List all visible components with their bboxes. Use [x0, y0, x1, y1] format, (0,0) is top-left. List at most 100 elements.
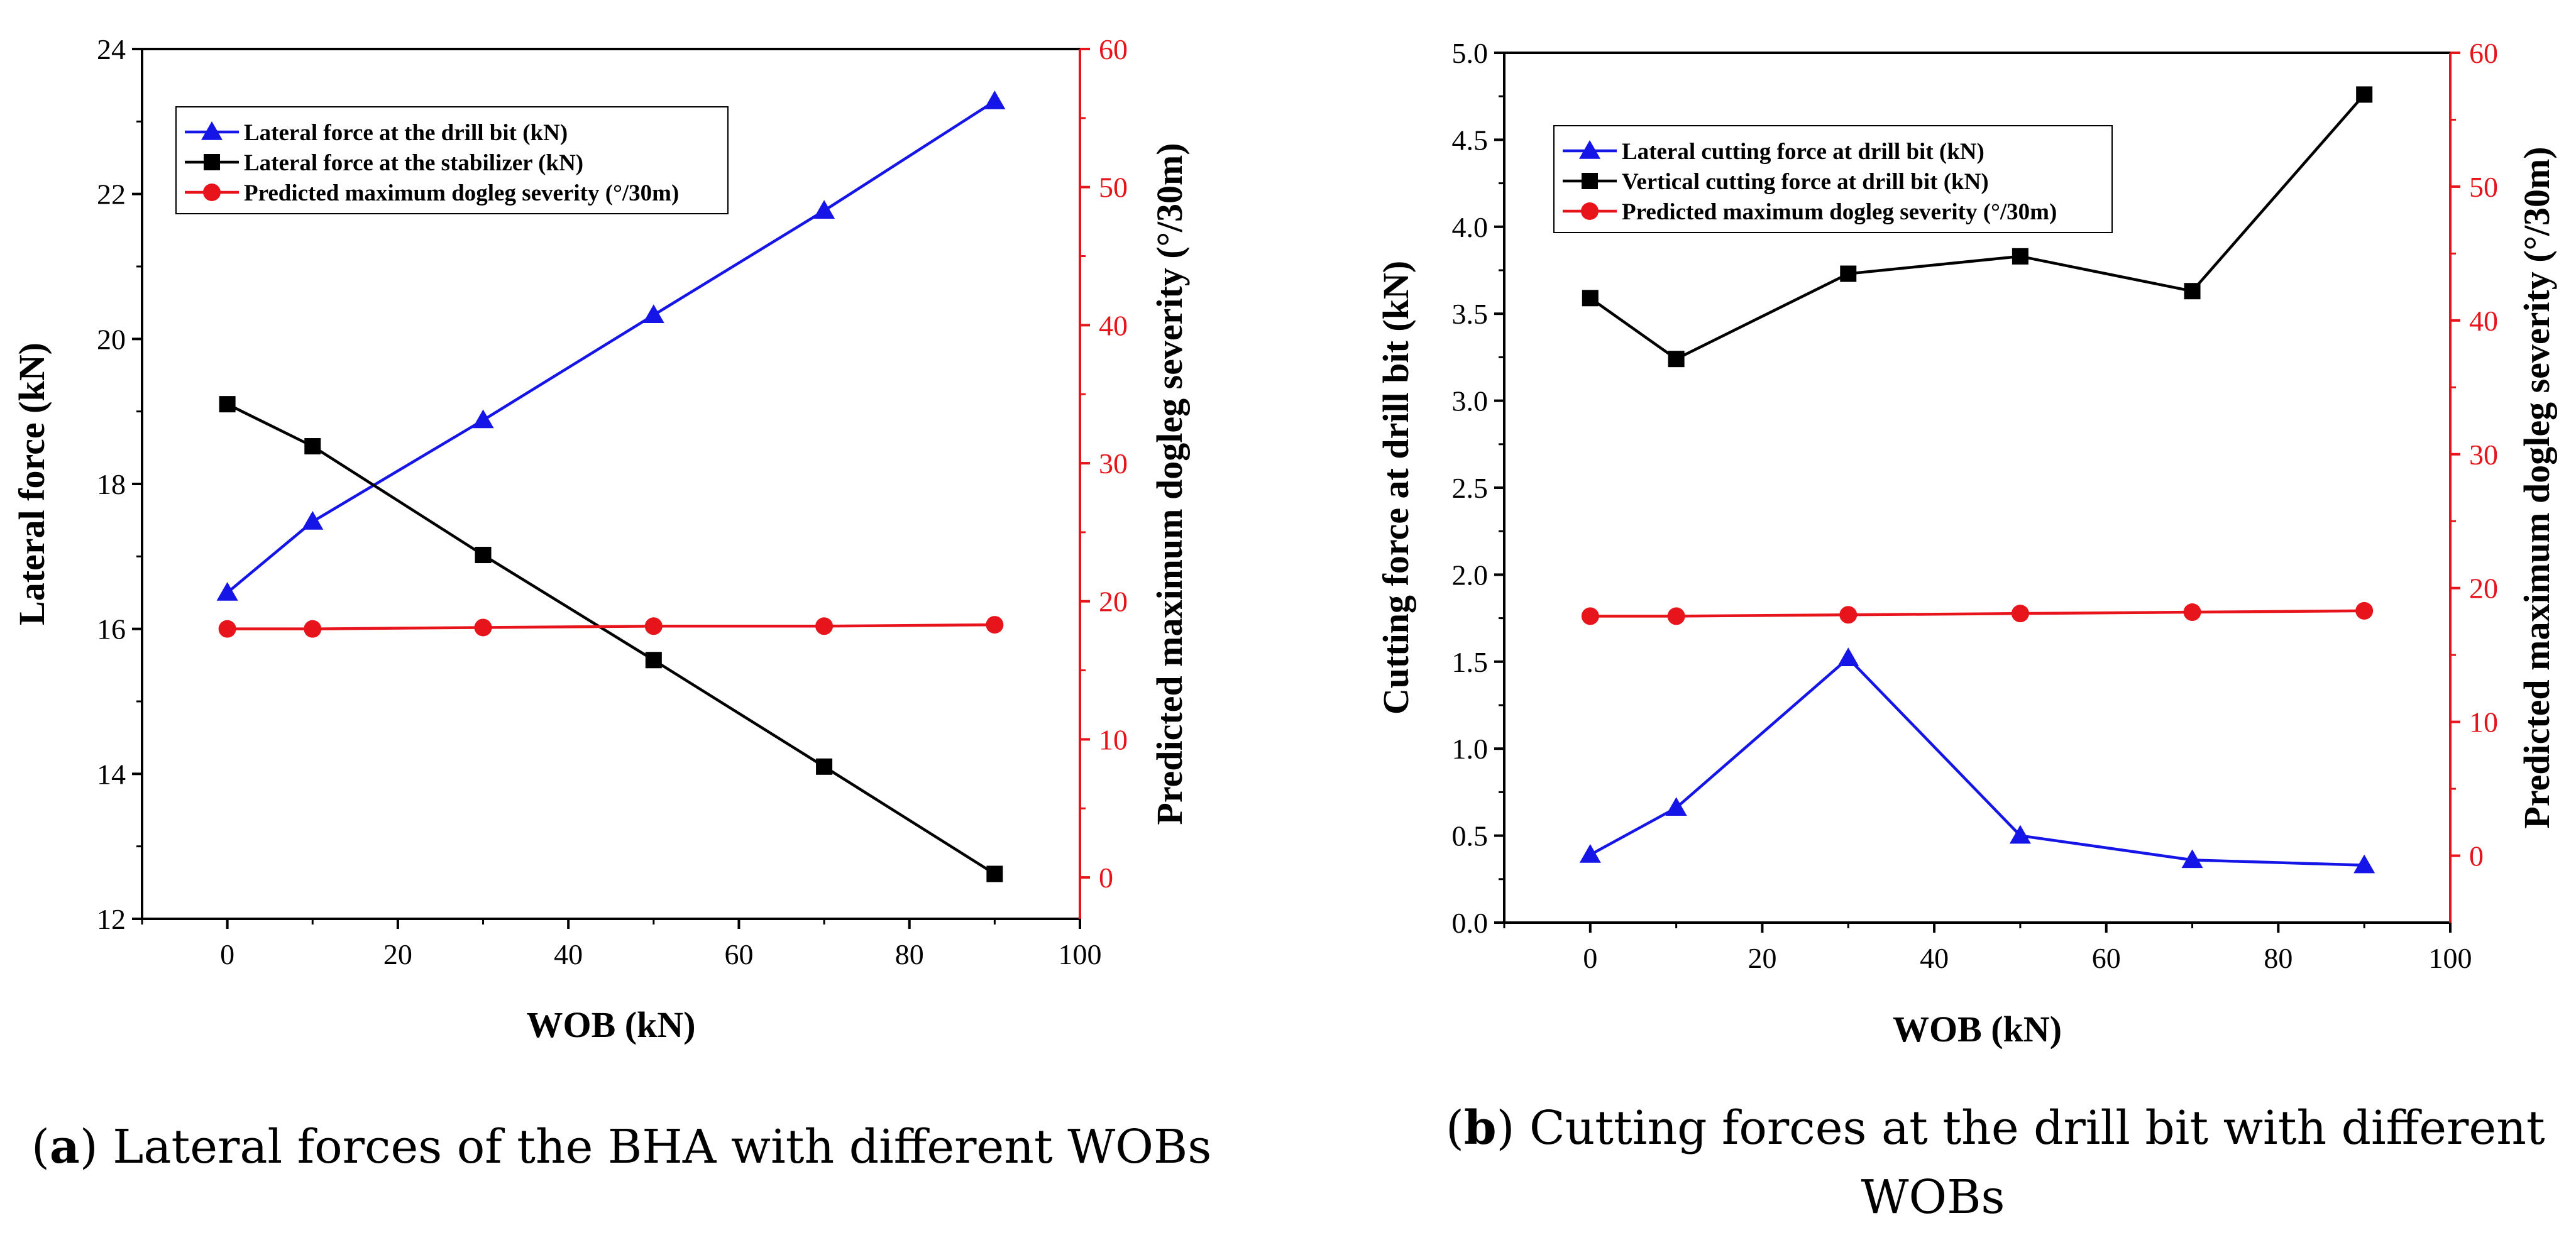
y-tick-label: 20 — [97, 323, 126, 355]
x-tick-label: 20 — [1748, 942, 1776, 974]
legend-marker — [1581, 202, 1599, 220]
data-point — [644, 617, 663, 635]
y-axis-title: Lateral force (kN) — [11, 343, 52, 625]
y2-tick-label: 30 — [1099, 447, 1128, 480]
legend-marker — [1582, 173, 1598, 189]
series-line-1 — [1589, 93, 2365, 361]
data-point — [642, 304, 664, 324]
data-point — [1581, 607, 1599, 625]
legend-label: Vertical cutting force at drill bit (kN) — [1622, 169, 1989, 195]
y2-tick-label: 40 — [1099, 309, 1128, 341]
data-point — [2355, 601, 2374, 620]
legend-box — [175, 106, 729, 214]
caption-open: ( — [31, 1120, 50, 1174]
x-tick-label: 80 — [895, 938, 924, 970]
y2-tick-label: 10 — [2469, 706, 2498, 738]
legend-label: Lateral force at the stabilizer (kN) — [244, 150, 583, 176]
y-tick-label: 3.5 — [1452, 298, 1489, 330]
y2-tick-label: 0 — [1099, 862, 1113, 894]
y2-tick-label: 10 — [1099, 723, 1128, 755]
y-tick-label: 1.5 — [1452, 646, 1489, 678]
series-line-0 — [226, 100, 996, 594]
x-tick-label: 40 — [554, 938, 583, 970]
data-point — [984, 91, 1006, 109]
data-point — [302, 510, 324, 530]
y-tick-label: 4.0 — [1452, 211, 1489, 243]
data-point — [986, 616, 1004, 634]
x-tick-label: 0 — [220, 938, 234, 970]
y2-tick-label: 20 — [1099, 586, 1128, 618]
x-axis-title: WOB (kN) — [526, 1004, 695, 1045]
data-point — [2012, 248, 2028, 265]
y2-tick-label: 50 — [2469, 171, 2498, 203]
caption-text: ) Cutting forces at the drill bit with d… — [1497, 1101, 2545, 1155]
x-tick-label: 20 — [383, 938, 412, 970]
y-tick-label: 12 — [97, 903, 126, 935]
legend-label: Lateral cutting force at drill bit (kN) — [1622, 139, 1984, 165]
series-line-2 — [227, 623, 995, 630]
y-axis-title: Cutting force at drill bit (kN) — [1375, 261, 1416, 715]
y-tick-label: 2.5 — [1452, 472, 1489, 504]
data-point — [304, 438, 321, 455]
y-tick-label: 5.0 — [1452, 37, 1489, 69]
data-point — [2011, 605, 2029, 623]
data-point — [813, 200, 835, 219]
y2-tick-label: 60 — [1099, 33, 1128, 65]
data-point — [1839, 606, 1858, 624]
y2-tick-label: 0 — [2469, 840, 2484, 872]
y2-tick-label: 50 — [1099, 172, 1128, 204]
y-tick-label: 14 — [97, 758, 126, 790]
chart-panel-b: 0 20 40 60 80 1000.00.51.01.52.02.53.03.54.04… — [1375, 37, 2557, 1224]
data-point — [816, 758, 833, 775]
y-tick-label: 2.0 — [1452, 559, 1489, 591]
chart-panel-a: 0 20 40 60 80 100 12 14 16 18 20 22 24 0 10 20 30 40 50 60 W… — [11, 33, 1211, 1174]
legend-marker — [204, 154, 220, 170]
data-point — [474, 618, 492, 637]
data-point — [219, 396, 236, 413]
series-line-2 — [1590, 609, 2365, 618]
y2-tick-label: 40 — [2469, 305, 2498, 337]
y-tick-label: 1.0 — [1452, 733, 1489, 765]
x-tick-label: 60 — [724, 938, 753, 970]
y-tick-label: 24 — [97, 33, 126, 65]
caption: (b) Cutting forces at the drill bit with… — [1446, 1101, 2545, 1155]
y-tick-label: 0.0 — [1452, 907, 1489, 939]
data-point — [1837, 647, 1859, 667]
caption-line2: WOBs — [1861, 1170, 2005, 1224]
data-point — [815, 617, 834, 635]
y2-tick-label: 30 — [2469, 439, 2498, 471]
series-line-0 — [1589, 656, 2365, 867]
caption-label: a — [50, 1120, 80, 1174]
data-point — [1667, 607, 1685, 625]
data-point — [1665, 797, 1687, 816]
legend-box — [1553, 125, 2113, 233]
y2-tick-label: 60 — [2469, 37, 2498, 69]
x-tick-label: 0 — [1583, 942, 1597, 974]
legend-label: Predicted maximum dogleg severity (°/30m… — [244, 180, 679, 206]
legend-marker — [1579, 140, 1600, 159]
data-point — [2184, 283, 2201, 300]
x-tick-label: 80 — [2264, 942, 2293, 974]
legend-marker — [201, 121, 223, 140]
data-point — [1579, 844, 1601, 863]
data-point — [2356, 86, 2373, 103]
caption: (a) Lateral forces of the BHA with diffe… — [31, 1120, 1211, 1174]
y-tick-label: 0.5 — [1452, 820, 1489, 852]
data-point — [472, 409, 494, 429]
data-point — [304, 620, 322, 638]
data-point — [986, 865, 1003, 882]
data-point — [216, 582, 238, 601]
legend-label: Predicted maximum dogleg severity (°/30m… — [1622, 199, 2057, 225]
data-point — [645, 652, 662, 669]
y2-axis-title: Predicted maximum dogleg severity (°/30m… — [1149, 143, 1190, 825]
y-tick-label: 22 — [97, 178, 126, 211]
data-point — [2181, 849, 2203, 869]
data-point — [1668, 351, 1685, 368]
y-tick-label: 18 — [97, 468, 126, 500]
y2-axis-title: Predicted maximum dogleg severity (°/30m… — [2516, 146, 2557, 828]
legend-label: Lateral force at the drill bit (kN) — [244, 120, 568, 146]
caption-label: b — [1464, 1101, 1497, 1155]
y2-tick-label: 20 — [2469, 573, 2498, 605]
legend-marker — [203, 184, 221, 201]
